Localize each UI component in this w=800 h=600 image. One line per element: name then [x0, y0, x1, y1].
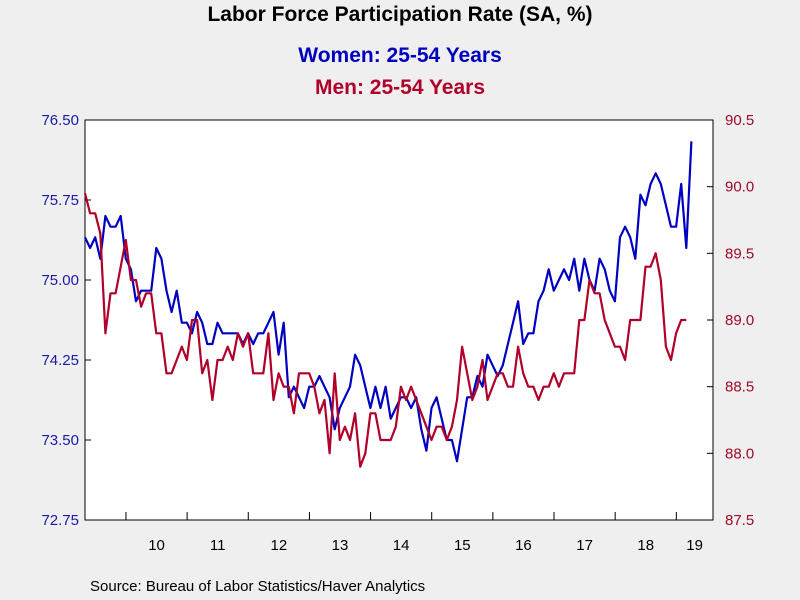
x-tick-label: 16: [515, 537, 532, 554]
plot-area: [84, 119, 714, 521]
right-tick-label: 87.5: [725, 512, 754, 529]
x-tick-label: 18: [637, 537, 654, 554]
left-tick-label: 75.00: [41, 272, 79, 289]
left-tick-label: 73.50: [41, 432, 79, 449]
x-tick-label: 13: [332, 537, 349, 554]
x-tick-label: 12: [270, 537, 287, 554]
source-note: Source: Bureau of Labor Statistics/Haver…: [90, 578, 426, 595]
right-tick-label: 89.5: [725, 245, 754, 262]
right-tick-label: 89.0: [725, 312, 754, 329]
right-tick-label: 90.0: [725, 179, 754, 196]
x-tick-label: 11: [210, 537, 226, 554]
right-tick-label: 88.5: [725, 379, 754, 396]
legend-women: Women: 25-54 Years: [298, 44, 502, 67]
left-tick-label: 72.75: [41, 512, 79, 529]
chart-title: Labor Force Participation Rate (SA, %): [207, 3, 593, 26]
series-line-men: [83, 193, 687, 468]
left-tick-label: 75.75: [41, 192, 79, 209]
left-tick-label: 74.25: [41, 352, 79, 369]
x-tick-label: 17: [576, 537, 593, 554]
x-tick-label: 10: [148, 537, 165, 554]
x-tick-label: 14: [393, 537, 410, 554]
left-tick-label: 76.50: [41, 112, 79, 129]
x-tick-label: 19: [686, 537, 703, 554]
x-tick-label: 15: [454, 537, 471, 554]
right-tick-label: 88.0: [725, 445, 754, 462]
legend-men: Men: 25-54 Years: [314, 76, 486, 99]
right-tick-label: 90.5: [725, 112, 754, 129]
